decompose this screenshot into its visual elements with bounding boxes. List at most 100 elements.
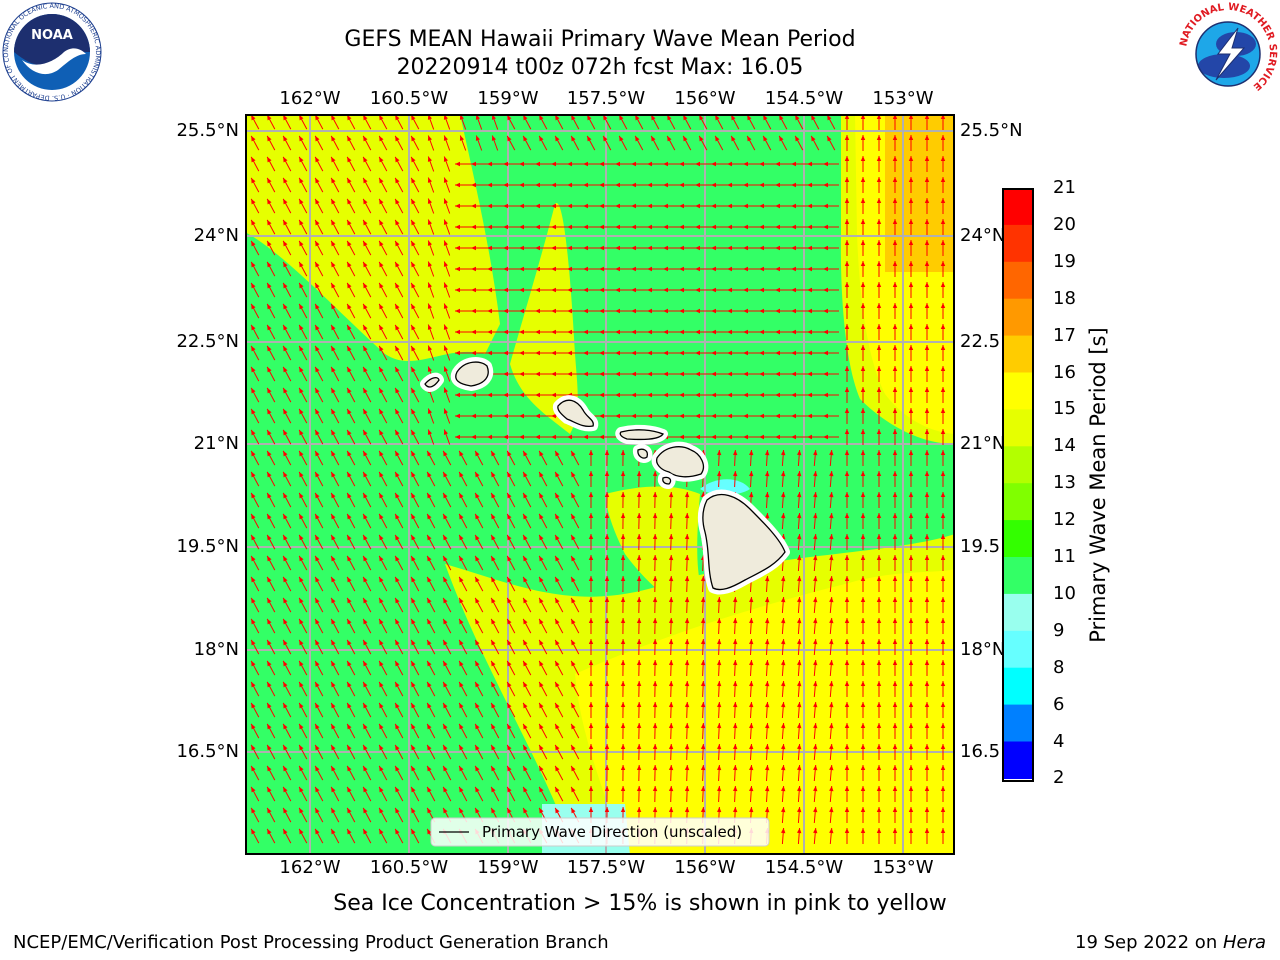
colorbar-segment bbox=[1002, 520, 1034, 558]
colorbar-tick: 11 bbox=[1053, 546, 1076, 567]
wave-arrow-head bbox=[647, 224, 652, 230]
wave-arrow-head bbox=[700, 765, 706, 771]
wave-arrow-head bbox=[717, 786, 722, 792]
wave-arrow-head bbox=[892, 429, 898, 434]
wave-arrow-head bbox=[844, 765, 850, 770]
colorbar-segment bbox=[1002, 741, 1034, 779]
wave-arrow-head bbox=[860, 786, 866, 791]
wave-arrow-head bbox=[519, 203, 524, 209]
wave-arrow-head bbox=[813, 660, 818, 666]
wave-arrow-head bbox=[507, 681, 512, 688]
wave-arrow-head bbox=[363, 618, 368, 625]
tick-label: 156°W bbox=[674, 857, 736, 878]
wave-arrow-head bbox=[733, 723, 738, 729]
wave-arrow-head bbox=[571, 786, 576, 793]
wave-period-map: Primary Wave Direction (unscaled) bbox=[245, 114, 955, 855]
wave-arrow-head bbox=[315, 639, 320, 646]
wave-arrow-head bbox=[251, 618, 256, 625]
wave-arrow-head bbox=[251, 576, 256, 583]
wave-arrow-head bbox=[475, 660, 480, 667]
wave-arrow-head bbox=[684, 555, 690, 561]
wave-arrow-head bbox=[455, 287, 460, 293]
wave-arrow-head bbox=[684, 534, 690, 540]
wave-arrow-head bbox=[427, 177, 432, 183]
wave-arrow-head bbox=[443, 198, 448, 204]
wave-arrow-head bbox=[715, 135, 720, 142]
wave-arrow-head bbox=[459, 639, 464, 646]
wave-arrow-head bbox=[459, 576, 464, 583]
wave-arrow-head bbox=[555, 114, 560, 121]
wave-arrow-head bbox=[823, 413, 828, 419]
wave-arrow-head bbox=[652, 576, 658, 582]
wave-arrow-head bbox=[315, 744, 320, 751]
wave-arrow-head bbox=[924, 345, 930, 350]
wave-arrow-head bbox=[283, 345, 288, 352]
colorbar-segment bbox=[1002, 667, 1034, 706]
wave-arrow-head bbox=[539, 660, 544, 667]
wave-arrow-head bbox=[283, 261, 288, 268]
wave-arrow-head bbox=[765, 765, 770, 771]
wave-arrow-head bbox=[487, 392, 492, 398]
wave-arrow-head bbox=[283, 492, 288, 499]
wave-arrow-head bbox=[551, 434, 556, 440]
wave-arrow-head bbox=[743, 329, 748, 335]
wave-arrow-head bbox=[283, 513, 288, 520]
wave-arrow-head bbox=[860, 303, 866, 308]
wave-arrow-head bbox=[523, 555, 528, 562]
wave-arrow-head bbox=[251, 828, 256, 835]
wave-arrow-head bbox=[647, 392, 652, 398]
wave-arrow-head bbox=[727, 245, 732, 251]
wave-arrow-head bbox=[567, 329, 572, 335]
wave-arrow-head bbox=[743, 287, 748, 293]
wave-arrow-head bbox=[636, 660, 642, 665]
island-kahoolawe bbox=[662, 476, 672, 485]
wave-arrow-head bbox=[860, 471, 866, 476]
wave-arrow-head bbox=[567, 371, 572, 377]
wave-arrow-head bbox=[711, 245, 716, 251]
wave-arrow-head bbox=[283, 618, 288, 625]
wave-arrow-head bbox=[860, 366, 866, 371]
wave-arrow-head bbox=[924, 114, 930, 119]
wave-arrow-head bbox=[663, 182, 668, 188]
wave-arrow-head bbox=[700, 681, 706, 687]
wave-arrow-head bbox=[679, 161, 684, 167]
wave-arrow-head bbox=[813, 786, 818, 792]
wave-arrow-head bbox=[791, 266, 796, 272]
wave-arrow-head bbox=[844, 261, 850, 266]
wave-arrow-head bbox=[807, 161, 812, 167]
wave-arrow-head bbox=[636, 534, 642, 539]
wave-arrow-head bbox=[892, 639, 898, 644]
wave-arrow-head bbox=[636, 492, 642, 497]
wave-arrow-head bbox=[567, 350, 572, 356]
wave-arrow-head bbox=[940, 303, 946, 308]
tick-label: 162°W bbox=[279, 857, 341, 878]
wave-arrow-head bbox=[717, 639, 722, 645]
wave-arrow-head bbox=[523, 492, 528, 499]
wave-arrow-head bbox=[940, 198, 946, 203]
wave-arrow-head bbox=[695, 182, 700, 188]
wave-arrow-head bbox=[427, 555, 432, 562]
wave-arrow-head bbox=[759, 371, 764, 377]
wave-arrow-head bbox=[775, 350, 780, 356]
wave-arrow-head bbox=[427, 282, 432, 288]
wave-arrow-head bbox=[475, 765, 480, 772]
wave-arrow-head bbox=[620, 786, 626, 791]
wave-arrow-head bbox=[749, 807, 754, 813]
wave-arrow-head bbox=[379, 366, 384, 373]
wave-arrow-head bbox=[695, 371, 700, 377]
wave-arrow-head bbox=[781, 786, 786, 792]
wave-arrow-head bbox=[711, 287, 716, 293]
wave-arrow-head bbox=[475, 597, 480, 604]
wave-arrow-head bbox=[523, 765, 528, 772]
wave-arrow-head bbox=[411, 597, 416, 604]
wave-arrow-head bbox=[876, 324, 882, 329]
wave-arrow-head bbox=[443, 786, 448, 793]
wave-arrow-head bbox=[571, 513, 576, 520]
wave-arrow-head bbox=[503, 413, 508, 419]
wave-arrow-head bbox=[523, 534, 528, 541]
wave-arrow-head bbox=[695, 392, 700, 398]
wave-arrow-head bbox=[892, 135, 898, 140]
wave-arrow-head bbox=[551, 287, 556, 293]
wave-arrow-head bbox=[587, 114, 592, 121]
wave-arrow-head bbox=[604, 597, 610, 602]
